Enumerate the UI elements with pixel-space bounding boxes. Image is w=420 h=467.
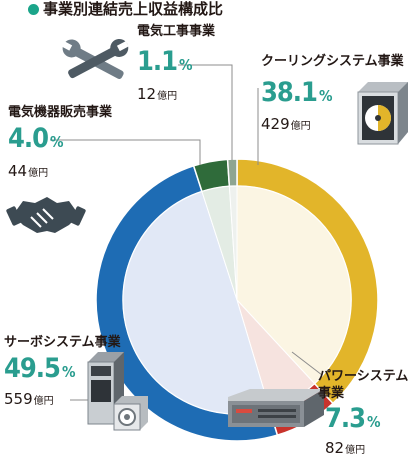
label-power-name-line1: パワーシステム [318, 369, 409, 384]
label-servo-name: サーボシステム事業 [4, 335, 121, 350]
label-electric-pct: 1.1% [137, 48, 193, 75]
label-sales-pct-value: 4.0 [8, 123, 49, 154]
label-sales-amount: 44億円 [8, 163, 48, 179]
label-sales-pct-unit: % [50, 133, 64, 151]
label-electric-name: 電気工事事業 [137, 24, 216, 39]
label-cooling-amount-unit: 億円 [290, 121, 311, 132]
label-cooling-amount-value: 429 [261, 115, 290, 133]
cooling-unit-icon [357, 82, 408, 145]
label-sales-amount-value: 44 [8, 162, 28, 180]
inner-slice-electric [228, 185, 238, 301]
label-cooling-pct: 38.1% [261, 79, 332, 106]
chart-title: 事業別連結売上収益構成比 [28, 2, 223, 17]
label-power-amount: 82億円 [325, 440, 365, 456]
label-power-name-line2: 事業 [318, 386, 345, 401]
label-cooling-pct-unit: % [318, 87, 333, 105]
label-servo-amount-value: 559 [4, 390, 33, 408]
label-power-pct: 7.3% [325, 405, 381, 432]
label-cooling-amount: 429億円 [261, 116, 311, 132]
inner-slice-cooling [236, 185, 352, 385]
label-servo-pct-unit: % [61, 363, 76, 381]
label-servo-pct-value: 49.5 [4, 353, 61, 384]
chart-title-text: 事業別連結売上収益構成比 [43, 0, 224, 18]
label-sales-amount-unit: 億円 [28, 168, 49, 179]
handshake-icon [6, 197, 86, 233]
label-electric-amount-unit: 億円 [157, 91, 178, 102]
title-bullet-icon [28, 4, 39, 15]
power-supply-icon [228, 389, 324, 427]
inner-slice-servo [122, 190, 271, 415]
label-servo-pct: 49.5% [4, 355, 75, 382]
label-servo-amount: 559億円 [4, 391, 54, 407]
wrench-icon [61, 38, 129, 80]
label-power-pct-unit: % [367, 413, 381, 431]
servo-drive-icon [87, 352, 148, 431]
label-cooling-name: クーリングシステム事業 [261, 54, 404, 69]
label-servo-amount-unit: 億円 [33, 396, 54, 407]
label-electric-pct-unit: % [179, 56, 193, 74]
label-electric-pct-value: 1.1 [137, 46, 178, 77]
label-electric-amount: 12億円 [137, 86, 177, 102]
label-sales-name: 電気機器販売事業 [8, 105, 113, 120]
leader-line-sales [50, 139, 201, 165]
label-power-amount-value: 82 [325, 439, 345, 457]
label-sales-pct: 4.0% [8, 125, 64, 152]
label-electric-amount-value: 12 [137, 85, 157, 103]
leader-line-electric [178, 64, 233, 160]
slice-electric [226, 158, 238, 188]
leader-line-power [291, 351, 323, 376]
label-cooling-pct-value: 38.1 [261, 77, 318, 108]
label-power-amount-unit: 億円 [345, 445, 366, 456]
label-power-pct-value: 7.3 [325, 403, 366, 434]
